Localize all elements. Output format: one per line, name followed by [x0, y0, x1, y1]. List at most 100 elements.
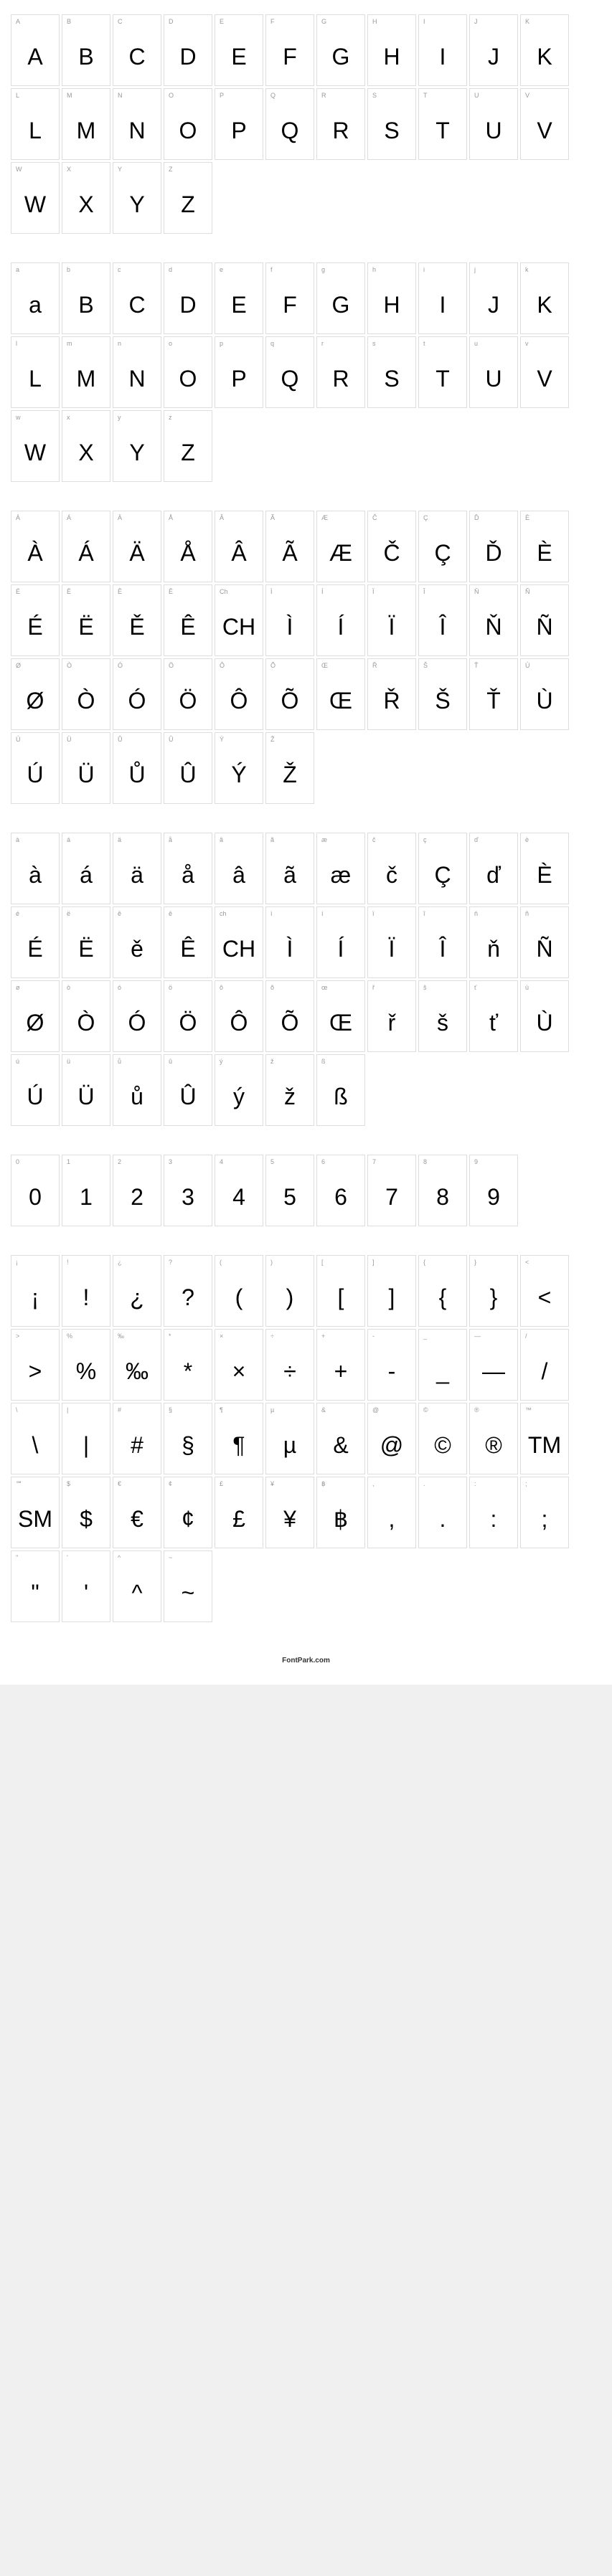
glyph-label: U — [470, 89, 517, 102]
glyph-display: Ô — [215, 672, 263, 729]
glyph-display: { — [419, 1269, 466, 1326]
glyph-cell: òÒ — [62, 980, 110, 1052]
glyph-display: 1 — [62, 1168, 110, 1226]
glyph-display: N — [113, 102, 161, 159]
glyph-display: Ö — [164, 672, 212, 729]
glyph-cell: ůů — [113, 1054, 161, 1126]
glyph-display: Ó — [113, 672, 161, 729]
glyph-label: å — [164, 833, 212, 846]
glyph-cell: nN — [113, 336, 161, 408]
glyph-display: A — [11, 28, 59, 85]
glyph-cell: ŤŤ — [469, 658, 518, 730]
glyph-cell: ChCH — [215, 584, 263, 656]
glyph-cell: [[ — [316, 1255, 365, 1327]
glyph-cell: RR — [316, 88, 365, 160]
glyph-cell: ¡¡ — [11, 1255, 60, 1327]
glyph-display: ů — [113, 1068, 161, 1125]
glyph-cell: II — [418, 14, 467, 86]
glyph-label: i — [419, 263, 466, 276]
glyph-cell: ## — [113, 1403, 161, 1474]
glyph-cell: AA — [11, 14, 60, 86]
glyph-cell: FF — [265, 14, 314, 86]
glyph-label: ú — [11, 1055, 59, 1068]
glyph-display: W — [11, 176, 59, 233]
glyph-cell: €€ — [113, 1477, 161, 1548]
glyph-cell: ñÑ — [520, 906, 569, 978]
glyph-display: Ù — [521, 672, 568, 729]
glyph-display: ) — [266, 1269, 314, 1326]
glyph-cell: ÁÁ — [62, 511, 110, 582]
glyph-label: ) — [266, 1256, 314, 1269]
glyph-display: / — [521, 1343, 568, 1400]
glyph-label: Č — [368, 511, 415, 524]
glyph-display: B — [62, 28, 110, 85]
glyph-cell: iI — [418, 262, 467, 334]
glyph-display: a — [11, 276, 59, 333]
glyph-display: : — [470, 1490, 517, 1548]
glyph-cell: SS — [367, 88, 416, 160]
glyph-display: ] — [368, 1269, 415, 1326]
glyph-display: } — [470, 1269, 517, 1326]
glyph-cell: vV — [520, 336, 569, 408]
glyph-cell: LL — [11, 88, 60, 160]
glyph-cell: 44 — [215, 1155, 263, 1226]
glyph-display: [ — [317, 1269, 364, 1326]
glyph-label: E — [215, 15, 263, 28]
glyph-cell: ŽŽ — [265, 732, 314, 804]
glyph-cell: UU — [469, 88, 518, 160]
glyph-cell: îÎ — [418, 906, 467, 978]
glyph-cell: èÈ — [520, 833, 569, 904]
glyph-label: j — [470, 263, 517, 276]
glyph-display: Ì — [266, 598, 314, 655]
glyph-display: - — [368, 1343, 415, 1400]
glyph-label: " — [11, 1551, 59, 1564]
glyph-label: % — [62, 1330, 110, 1343]
glyph-display: Ê — [164, 598, 212, 655]
glyph-display: E — [215, 276, 263, 333]
glyph-label: 2 — [113, 1155, 161, 1168]
glyph-label: ø — [11, 981, 59, 994]
glyph-label: w — [11, 411, 59, 424]
glyph-cell: ¿¿ — [113, 1255, 161, 1327]
glyph-display: _ — [419, 1343, 466, 1400]
glyph-display: . — [419, 1490, 466, 1548]
glyph-display: Á — [62, 524, 110, 582]
glyph-cell: µµ — [265, 1403, 314, 1474]
glyph-label: e — [215, 263, 263, 276]
glyph-label: < — [521, 1256, 568, 1269]
glyph-label: ě — [113, 907, 161, 920]
glyph-label: | — [62, 1403, 110, 1416]
glyph-cell: ¢¢ — [164, 1477, 212, 1548]
glyph-label: X — [62, 163, 110, 176]
glyph-label: ý — [215, 1055, 263, 1068]
glyph-label: ฿ — [317, 1477, 364, 1490]
glyph-label: Ď — [470, 511, 517, 524]
glyph-cell: åå — [164, 833, 212, 904]
glyph-cell: ;; — [520, 1477, 569, 1548]
glyph-label: f — [266, 263, 314, 276]
glyph-label: ‰ — [113, 1330, 161, 1343]
glyph-label: ü — [62, 1055, 110, 1068]
glyph-display: Ú — [11, 1068, 59, 1125]
glyph-cell: éÉ — [11, 906, 60, 978]
glyph-display: C — [113, 276, 161, 333]
glyph-cell: $$ — [62, 1477, 110, 1548]
glyph-cell: << — [520, 1255, 569, 1327]
section-uppercase-accented: ÀÀÁÁÄÄÅÅÂÂÃÃÆÆČČÇÇĎĎÈÈÉÉËËĚĚÊÊChCHÌÌÍÍÏÏ… — [11, 511, 601, 804]
glyph-cell: ¶¶ — [215, 1403, 263, 1474]
glyph-cell: OO — [164, 88, 212, 160]
glyph-label: ¡ — [11, 1256, 59, 1269]
glyph-display: á — [62, 846, 110, 904]
glyph-label: Ù — [521, 659, 568, 672]
glyph-label: l — [11, 337, 59, 350]
glyph-display: ‰ — [113, 1343, 161, 1400]
glyph-label: _ — [419, 1330, 466, 1343]
glyph-cell: ¥¥ — [265, 1477, 314, 1548]
glyph-cell: ×× — [215, 1329, 263, 1401]
glyph-display: T — [419, 350, 466, 407]
glyph-display: J — [470, 276, 517, 333]
glyph-cell: 33 — [164, 1155, 212, 1226]
glyph-display: TM — [521, 1416, 568, 1474]
glyph-label: ' — [62, 1551, 110, 1564]
glyph-display: © — [419, 1416, 466, 1474]
